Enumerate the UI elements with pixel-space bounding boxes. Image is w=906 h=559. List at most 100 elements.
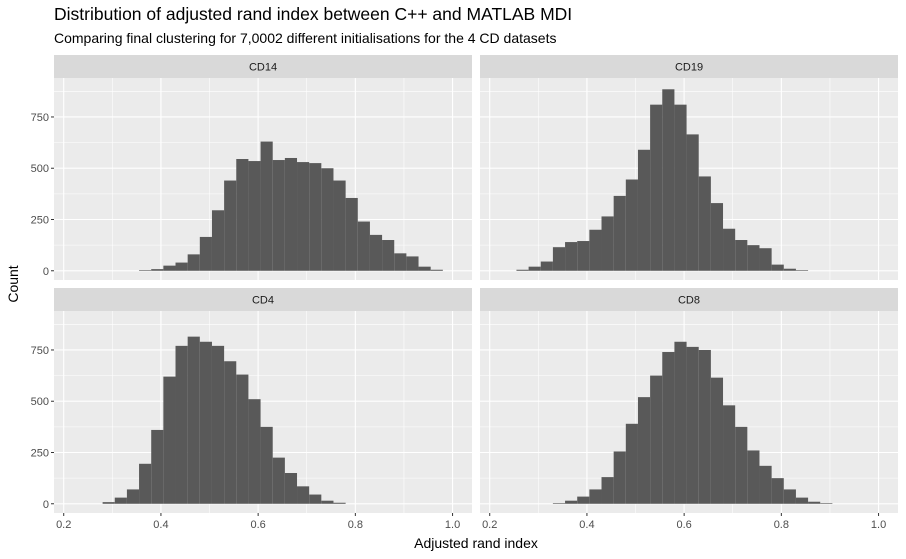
histogram-bar-cd19 bbox=[723, 228, 736, 271]
x-axis-tick-label: 1.0 bbox=[871, 519, 886, 531]
histogram-bar-cd19 bbox=[710, 203, 724, 271]
histogram-bar-cd4 bbox=[126, 489, 140, 504]
histogram-bar-cd19 bbox=[565, 242, 578, 271]
histogram-bar-cd14 bbox=[430, 269, 443, 271]
histogram-bar-cd14 bbox=[333, 180, 346, 271]
y-axis-tick-label: 0 bbox=[43, 499, 49, 511]
histogram-bar-cd4 bbox=[151, 429, 164, 504]
y-axis-tick-label: 0 bbox=[43, 266, 49, 278]
histogram-bar-cd14 bbox=[284, 157, 298, 271]
facet-strip-label-cd8: CD8 bbox=[678, 295, 700, 307]
facet-strip-cd8 bbox=[480, 288, 898, 311]
y-axis-tick-label: 500 bbox=[31, 163, 49, 175]
histogram-bar-cd14 bbox=[211, 210, 225, 271]
histogram-bar-cd14 bbox=[151, 269, 164, 271]
histogram-bar-cd19 bbox=[783, 268, 796, 271]
histogram-bar-cd4 bbox=[260, 426, 273, 504]
histogram-bar-cd14 bbox=[309, 163, 322, 271]
histogram-bar-cd19 bbox=[686, 134, 699, 271]
y-axis-tick-label: 500 bbox=[31, 396, 49, 408]
facet-strip-label-cd19: CD19 bbox=[675, 62, 703, 74]
histogram-bar-cd8 bbox=[808, 501, 821, 504]
histogram-bar-cd8 bbox=[601, 477, 614, 504]
y-axis-tick-label: 250 bbox=[31, 215, 49, 227]
histogram-bar-cd14 bbox=[297, 162, 310, 271]
x-axis-tick-label: 0.4 bbox=[579, 519, 594, 531]
histogram-bar-cd19 bbox=[650, 104, 663, 271]
histogram-bar-cd19 bbox=[674, 104, 687, 271]
histogram-bar-cd14 bbox=[406, 256, 419, 271]
histogram-bar-cd19 bbox=[516, 269, 529, 271]
histogram-bar-cd4 bbox=[175, 345, 188, 504]
histogram-bar-cd4 bbox=[284, 473, 298, 504]
histogram-bar-cd4 bbox=[236, 374, 249, 504]
histogram-bar-cd14 bbox=[394, 253, 407, 271]
x-axis-tick-label: 0.8 bbox=[774, 519, 789, 531]
histogram-bar-cd19 bbox=[613, 195, 626, 271]
y-axis-tick-label: 250 bbox=[31, 448, 49, 460]
histogram-bar-cd14 bbox=[139, 270, 152, 271]
histogram-bar-cd8 bbox=[589, 489, 602, 504]
histogram-bar-cd14 bbox=[199, 236, 212, 271]
histogram-bar-cd8 bbox=[723, 405, 736, 504]
histogram-bar-cd14 bbox=[418, 266, 431, 271]
chart-title: Distribution of adjusted rand index betw… bbox=[54, 4, 573, 24]
histogram-bar-cd8 bbox=[747, 450, 760, 504]
histogram-bar-cd14 bbox=[163, 265, 176, 271]
histogram-bar-cd19 bbox=[735, 240, 748, 271]
x-axis-tick-label: 0.6 bbox=[676, 519, 691, 531]
histogram-bar-cd8 bbox=[625, 423, 638, 504]
x-axis-tick-label: 0.6 bbox=[250, 519, 265, 531]
histogram-bar-cd8 bbox=[710, 377, 724, 504]
histogram-bar-cd8 bbox=[674, 341, 687, 504]
histogram-bar-cd14 bbox=[175, 262, 188, 271]
histogram-bar-cd8 bbox=[686, 346, 699, 504]
histogram-bar-cd14 bbox=[369, 234, 383, 271]
histogram-bar-cd4 bbox=[199, 341, 212, 504]
y-axis-tick-label: 750 bbox=[31, 345, 49, 357]
histogram-bar-cd8 bbox=[650, 375, 663, 504]
histogram-bar-cd4 bbox=[248, 399, 261, 504]
histogram-bar-cd14 bbox=[272, 160, 285, 271]
histogram-bar-cd14 bbox=[357, 221, 370, 271]
histogram-bar-cd4 bbox=[272, 457, 285, 504]
histogram-bar-cd4 bbox=[114, 497, 127, 504]
histogram-bar-cd4 bbox=[224, 361, 237, 504]
x-axis-title: Adjusted rand index bbox=[414, 535, 538, 551]
histogram-bar-cd19 bbox=[577, 241, 590, 271]
x-axis-tick-label: 0.8 bbox=[348, 519, 363, 531]
facet-strip-label-cd4: CD4 bbox=[252, 295, 274, 307]
histogram-bar-cd19 bbox=[637, 149, 651, 271]
histogram-bar-cd14 bbox=[236, 159, 249, 271]
histogram-bar-cd4 bbox=[187, 336, 200, 504]
histogram-bar-cd19 bbox=[771, 264, 784, 271]
histogram-bar-cd19 bbox=[747, 245, 760, 271]
histogram-bar-cd8 bbox=[698, 349, 711, 504]
y-axis-title: Count bbox=[5, 265, 21, 302]
histogram-bar-cd14 bbox=[187, 254, 200, 271]
histogram-bar-cd8 bbox=[783, 489, 796, 504]
histogram-bar-cd19 bbox=[795, 270, 809, 271]
histogram-bar-cd19 bbox=[552, 247, 566, 271]
histogram-bar-cd19 bbox=[589, 229, 602, 271]
x-axis-tick-label: 0.2 bbox=[56, 519, 71, 531]
histogram-bar-cd19 bbox=[759, 248, 772, 271]
histogram-bar-cd19 bbox=[601, 216, 614, 271]
histogram-bar-cd19 bbox=[698, 176, 711, 271]
histogram-bar-cd14 bbox=[345, 197, 358, 271]
y-axis-tick-label: 750 bbox=[31, 112, 49, 124]
histogram-bar-cd14 bbox=[321, 168, 334, 271]
facet-strip-cd4 bbox=[54, 288, 472, 311]
histogram-bar-cd8 bbox=[820, 503, 833, 504]
histogram-bar-cd8 bbox=[735, 426, 748, 504]
histogram-bar-cd8 bbox=[577, 496, 590, 504]
histogram-bar-cd4 bbox=[139, 463, 152, 504]
histogram-bar-cd19 bbox=[540, 261, 553, 271]
histogram-bar-cd4 bbox=[163, 376, 176, 504]
histogram-bar-cd4 bbox=[321, 500, 334, 504]
histogram-bar-cd4 bbox=[333, 502, 346, 504]
histogram-bar-cd14 bbox=[382, 240, 395, 271]
histogram-bar-cd19 bbox=[625, 179, 638, 271]
facet-strip-cd14 bbox=[54, 55, 472, 78]
histogram-bar-cd4 bbox=[102, 502, 115, 504]
